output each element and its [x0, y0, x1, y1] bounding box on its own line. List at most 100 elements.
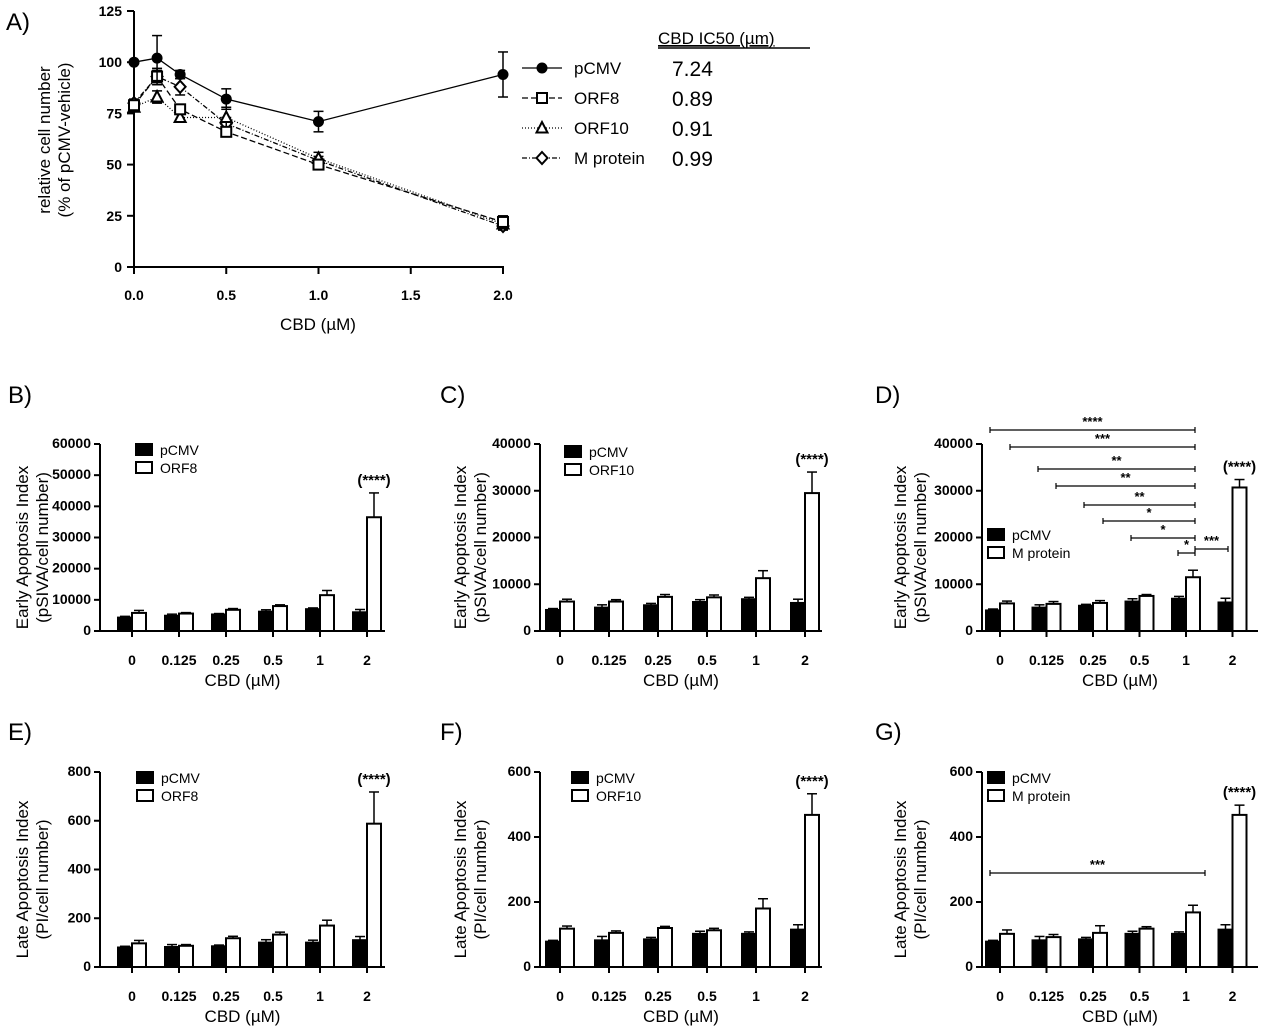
- y-tick-label: 100: [99, 54, 123, 70]
- bar: [319, 924, 335, 968]
- x-axis-label: CBD (µM): [643, 671, 719, 690]
- bar: [657, 927, 673, 968]
- bar: [272, 933, 288, 968]
- bar: [545, 940, 561, 969]
- panel-b: B) 0 10000 20000 30000 40000 50000 60000 0 0.125 0…: [8, 382, 391, 690]
- x-axis-label: CBD (µM): [280, 315, 356, 334]
- bar: [178, 944, 194, 969]
- significance-label: ****: [1082, 414, 1103, 429]
- y-tick-label: 25: [106, 208, 122, 224]
- bar: [643, 604, 659, 632]
- legend-ic50-value: 7.24: [672, 58, 713, 81]
- bar: [1124, 932, 1141, 968]
- data-point: [128, 56, 140, 68]
- y-axis-label-line: (PI/cell number): [911, 820, 930, 940]
- panel-letter: F): [440, 719, 463, 746]
- series-pcmv: [985, 595, 1234, 633]
- bar: [594, 939, 610, 968]
- bar: [999, 602, 1015, 632]
- panel-letter: C): [440, 382, 465, 409]
- y-tick-label: 20000: [52, 560, 91, 576]
- significance-label: **: [1134, 489, 1145, 504]
- x-tick-label: 0.125: [1029, 652, 1064, 668]
- legend-label: ORF10: [574, 119, 629, 138]
- x-axis-label: CBD (µM): [1082, 671, 1158, 690]
- y-axis-label-line: (% of pCMV-vehicle): [55, 63, 74, 218]
- panel-letter: B): [8, 382, 32, 409]
- y-tick-label: 400: [950, 828, 974, 844]
- bar: [211, 945, 227, 968]
- y-tick-label: 0: [114, 259, 122, 275]
- significance-annotation: (****): [795, 451, 828, 468]
- series-orf10: [559, 793, 820, 969]
- bar: [1124, 600, 1141, 632]
- y-tick-label: 0: [523, 622, 531, 638]
- data-point: [312, 158, 325, 171]
- series-pcmv: [117, 607, 368, 633]
- legend-swatch: [564, 445, 582, 458]
- bar: [692, 932, 708, 968]
- bar: [225, 608, 241, 632]
- y-axis-label: Late Apoptosis Index(PI/cell number): [891, 800, 930, 958]
- series-m-protein: [999, 804, 1248, 969]
- data-point: [497, 215, 509, 228]
- x-tick-label: 0.5: [697, 988, 717, 1004]
- legend-swatch: [987, 546, 1005, 559]
- y-tick-label: 200: [508, 893, 532, 909]
- y-tick-label: 50000: [52, 466, 91, 482]
- x-tick-label: 0.5: [217, 287, 237, 303]
- panel-letter: A): [6, 9, 30, 36]
- bar: [657, 595, 673, 632]
- bar: [999, 932, 1015, 968]
- y-axis-label: relative cell number(% of pCMV-vehicle): [35, 63, 74, 218]
- bar: [211, 613, 227, 633]
- y-tick-label: 20000: [492, 529, 531, 545]
- bar: [1138, 927, 1155, 969]
- y-tick-label: 30000: [934, 482, 973, 498]
- bar: [1078, 938, 1094, 968]
- y-tick-label: 0: [83, 622, 91, 638]
- bar: [1045, 936, 1062, 968]
- bar: [755, 577, 771, 632]
- bar: [804, 492, 820, 632]
- y-tick-label: 60000: [52, 435, 91, 451]
- x-axis-label: CBD (µM): [205, 671, 281, 690]
- legend-label: ORF8: [161, 788, 199, 804]
- bar: [545, 608, 561, 633]
- bar: [1138, 594, 1155, 632]
- x-tick-label: 0.125: [591, 988, 626, 1004]
- data-point: [173, 79, 187, 95]
- bar: [1171, 932, 1187, 968]
- x-axis-label: CBD (µM): [643, 1007, 719, 1026]
- legend-swatch: [564, 463, 582, 476]
- significance-label: *: [1160, 522, 1166, 537]
- x-tick-label: 0.25: [212, 652, 239, 668]
- legend-ic50-value: 0.99: [672, 148, 713, 171]
- series-orf8: [131, 791, 382, 969]
- x-tick-label: 2: [363, 652, 371, 668]
- significance-annotation: (****): [795, 773, 828, 790]
- data-point: [219, 109, 234, 123]
- x-tick-label: 0.0: [124, 287, 144, 303]
- x-tick-label: 0.25: [212, 988, 239, 1004]
- bar: [352, 611, 368, 632]
- bar: [272, 605, 288, 632]
- x-tick-label: 1.5: [401, 287, 421, 303]
- bar: [117, 946, 133, 968]
- panel-letter: D): [875, 382, 900, 409]
- series-m-protein: [999, 478, 1248, 633]
- data-point: [220, 125, 233, 138]
- legend-marker: [536, 92, 548, 104]
- y-axis-label-line: (pSIVA/cell number): [33, 472, 52, 623]
- significance-annotation: (****): [357, 472, 390, 489]
- legend-swatch: [571, 789, 589, 802]
- y-tick-label: 10000: [934, 575, 973, 591]
- panel-f: F) 0 200 400 600 0 0.125 0.25 0.5 1 2 CBD (µM) Late …: [440, 719, 829, 1026]
- bar: [559, 600, 575, 632]
- y-axis-label: Late Apoptosis Index(PI/cell number): [451, 800, 490, 958]
- x-tick-label: 1: [1182, 652, 1190, 668]
- bar: [117, 616, 133, 632]
- y-tick-label: 40000: [52, 497, 91, 513]
- y-tick-label: 30000: [52, 529, 91, 545]
